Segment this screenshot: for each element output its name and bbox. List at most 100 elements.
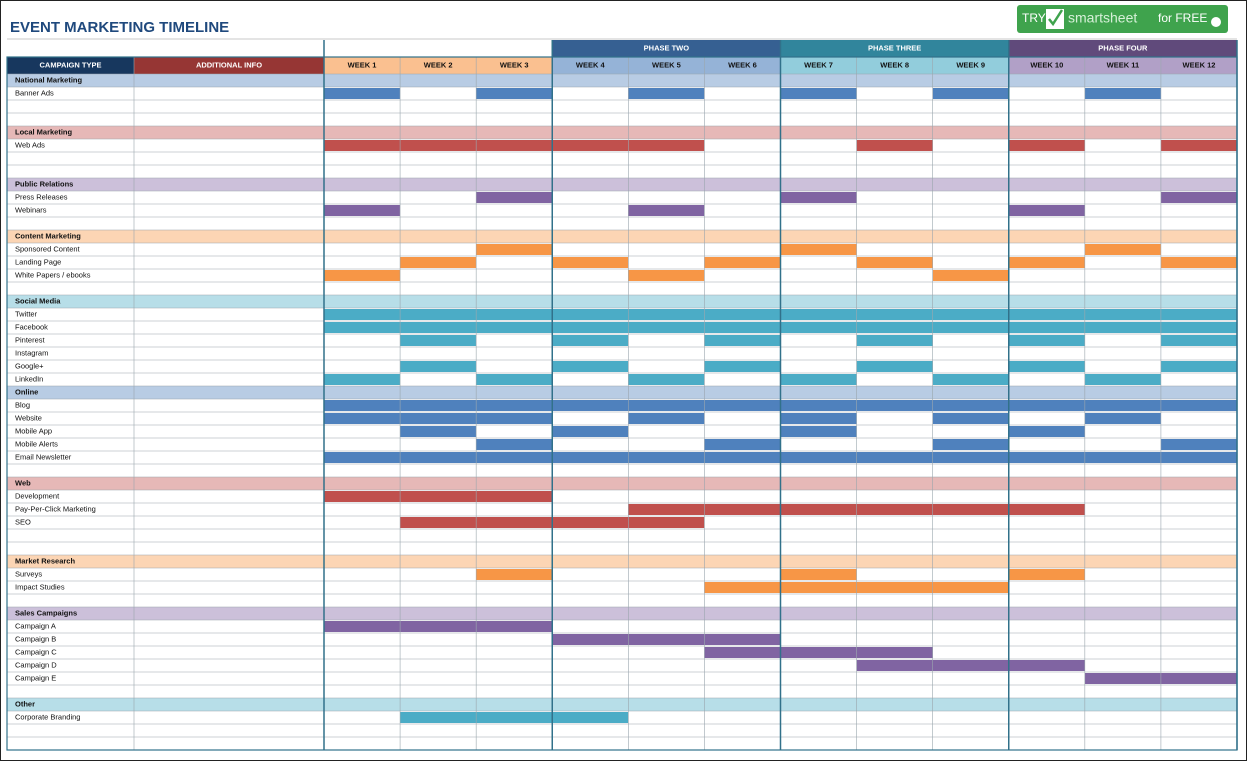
button-cursor[interactable] <box>1211 17 1221 27</box>
active-cell <box>1084 452 1161 463</box>
active-cell <box>780 88 857 99</box>
active-cell <box>856 322 933 333</box>
active-cell <box>1008 569 1085 580</box>
group-header-row <box>7 230 1237 243</box>
active-cell <box>324 322 401 333</box>
active-cell <box>932 582 1009 593</box>
active-cell <box>628 270 705 281</box>
group-label: National Marketing <box>15 75 83 84</box>
active-cell <box>780 452 857 463</box>
week-header <box>628 57 705 74</box>
week-header <box>400 57 477 74</box>
active-cell <box>324 452 401 463</box>
active-cell <box>476 140 553 151</box>
row-label: Sponsored Content <box>15 244 81 253</box>
active-cell <box>476 712 553 723</box>
active-cell <box>704 335 781 346</box>
row-label: Impact Studies <box>15 582 65 591</box>
group-label: Public Relations <box>15 179 73 188</box>
active-cell <box>932 270 1009 281</box>
week-label: WEEK 1 <box>348 60 377 69</box>
active-cell <box>476 400 553 411</box>
active-cell <box>856 504 933 515</box>
row-label: Campaign E <box>15 673 56 682</box>
active-cell <box>552 322 629 333</box>
column-header <box>134 57 324 74</box>
button-brand[interactable]: smartsheet <box>1068 10 1137 26</box>
group-label: Local Marketing <box>15 127 73 136</box>
week-header <box>1008 57 1085 74</box>
week-label: WEEK 6 <box>728 60 757 69</box>
active-cell <box>552 140 629 151</box>
row-label: Surveys <box>15 569 42 578</box>
active-cell <box>1084 244 1161 255</box>
active-cell <box>476 491 553 502</box>
button-try[interactable]: TRY <box>1022 11 1046 25</box>
active-cell <box>476 309 553 320</box>
active-cell <box>856 660 933 671</box>
button-bg[interactable] <box>1017 5 1228 33</box>
week-label: WEEK 12 <box>1182 60 1215 69</box>
active-cell <box>400 413 477 424</box>
row-label: Press Releases <box>15 192 68 201</box>
active-cell <box>1160 309 1237 320</box>
active-cell <box>1084 309 1161 320</box>
active-cell <box>856 400 933 411</box>
week-label: WEEK 5 <box>652 60 681 69</box>
week-header <box>324 57 401 74</box>
active-cell <box>704 257 781 268</box>
row-label: Pinterest <box>15 335 46 344</box>
active-cell <box>476 244 553 255</box>
active-cell <box>1008 335 1085 346</box>
row-label: Email Newsletter <box>15 452 72 461</box>
active-cell <box>1008 309 1085 320</box>
active-cell <box>324 491 401 502</box>
active-cell <box>704 309 781 320</box>
row-label: Twitter <box>15 309 38 318</box>
active-cell <box>780 322 857 333</box>
active-cell <box>1008 400 1085 411</box>
active-cell <box>1160 452 1237 463</box>
group-label: Market Research <box>15 556 75 565</box>
active-cell <box>704 400 781 411</box>
phase-label: PHASE FOUR <box>1098 43 1148 52</box>
active-cell <box>1160 439 1237 450</box>
active-cell <box>628 88 705 99</box>
active-cell <box>400 361 477 372</box>
group-header-row <box>7 607 1237 620</box>
active-cell <box>400 322 477 333</box>
group-header-row <box>7 698 1237 711</box>
week-label: WEEK 10 <box>1030 60 1063 69</box>
row-label: Pay-Per-Click Marketing <box>15 504 96 513</box>
button-cta[interactable]: for FREE <box>1158 11 1207 25</box>
active-cell <box>400 452 477 463</box>
group-header-row <box>7 555 1237 568</box>
row-label: Landing Page <box>15 257 61 266</box>
active-cell <box>932 322 1009 333</box>
active-cell <box>324 374 401 385</box>
week-label: WEEK 11 <box>1107 60 1140 69</box>
active-cell <box>552 634 629 645</box>
active-cell <box>552 400 629 411</box>
button-check[interactable] <box>1048 9 1064 27</box>
group-header-row <box>7 126 1237 139</box>
active-cell <box>628 413 705 424</box>
group-label: Web <box>15 478 31 487</box>
active-cell <box>1084 413 1161 424</box>
row-label: Corporate Branding <box>15 712 80 721</box>
phase-label: PHASE THREE <box>868 43 921 52</box>
smartsheet-button[interactable]: TRY smartsheet for FREE <box>1017 5 1228 33</box>
active-cell <box>780 400 857 411</box>
group-label: Other <box>15 699 35 708</box>
active-cell <box>780 244 857 255</box>
group-label: Content Marketing <box>15 231 81 240</box>
active-cell <box>932 504 1009 515</box>
active-cell <box>780 192 857 203</box>
active-cell <box>932 439 1009 450</box>
active-cell <box>856 140 933 151</box>
active-cell <box>628 634 705 645</box>
active-cell <box>628 517 705 528</box>
active-cell <box>324 270 401 281</box>
active-cell <box>856 452 933 463</box>
